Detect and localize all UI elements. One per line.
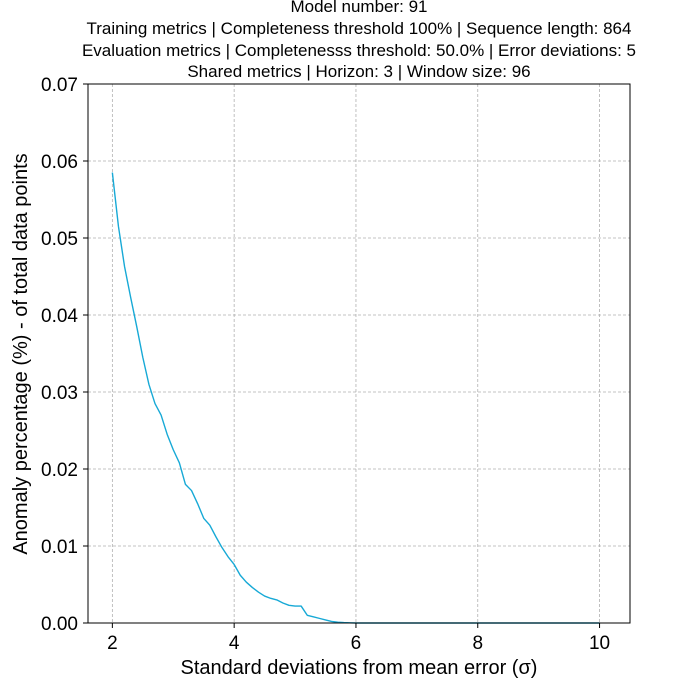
y-tick-label: 0.05 — [41, 229, 78, 250]
x-axis-ticks: 2 4 6 8 10 — [107, 623, 610, 654]
chart-title: Model number: 91 Training metrics | Comp… — [82, 0, 636, 81]
x-tick-label: 4 — [229, 633, 240, 654]
y-axis-ticks: 0.00 0.01 0.02 0.03 0.04 0.05 0.06 0.07 — [41, 75, 88, 635]
title-line-4: Shared metrics | Horizon: 3 | Window siz… — [187, 62, 530, 81]
x-tick-label: 6 — [351, 633, 362, 654]
x-tick-label: 2 — [107, 633, 118, 654]
y-tick-label: 0.03 — [41, 383, 78, 404]
title-line-2: Training metrics | Completeness threshol… — [87, 19, 632, 38]
y-tick-label: 0.01 — [41, 537, 78, 558]
y-tick-label: 0.06 — [41, 152, 78, 173]
title-line-1: Model number: 91 — [290, 0, 427, 16]
x-tick-label: 8 — [472, 633, 483, 654]
grid — [88, 83, 630, 624]
plot-area-frame — [87, 83, 631, 624]
title-line-3: Evaluation metrics | Completenesss thres… — [82, 41, 636, 60]
x-tick-label: 10 — [589, 633, 610, 654]
y-tick-label: 0.07 — [41, 75, 78, 96]
y-axis-label: Anomaly percentage (%) - of total data p… — [10, 153, 32, 554]
x-axis-label: Standard deviations from mean error (σ) — [181, 657, 538, 679]
y-tick-label: 0.02 — [41, 460, 78, 481]
y-tick-label: 0.04 — [41, 306, 78, 327]
y-tick-label: 0.00 — [41, 614, 78, 635]
